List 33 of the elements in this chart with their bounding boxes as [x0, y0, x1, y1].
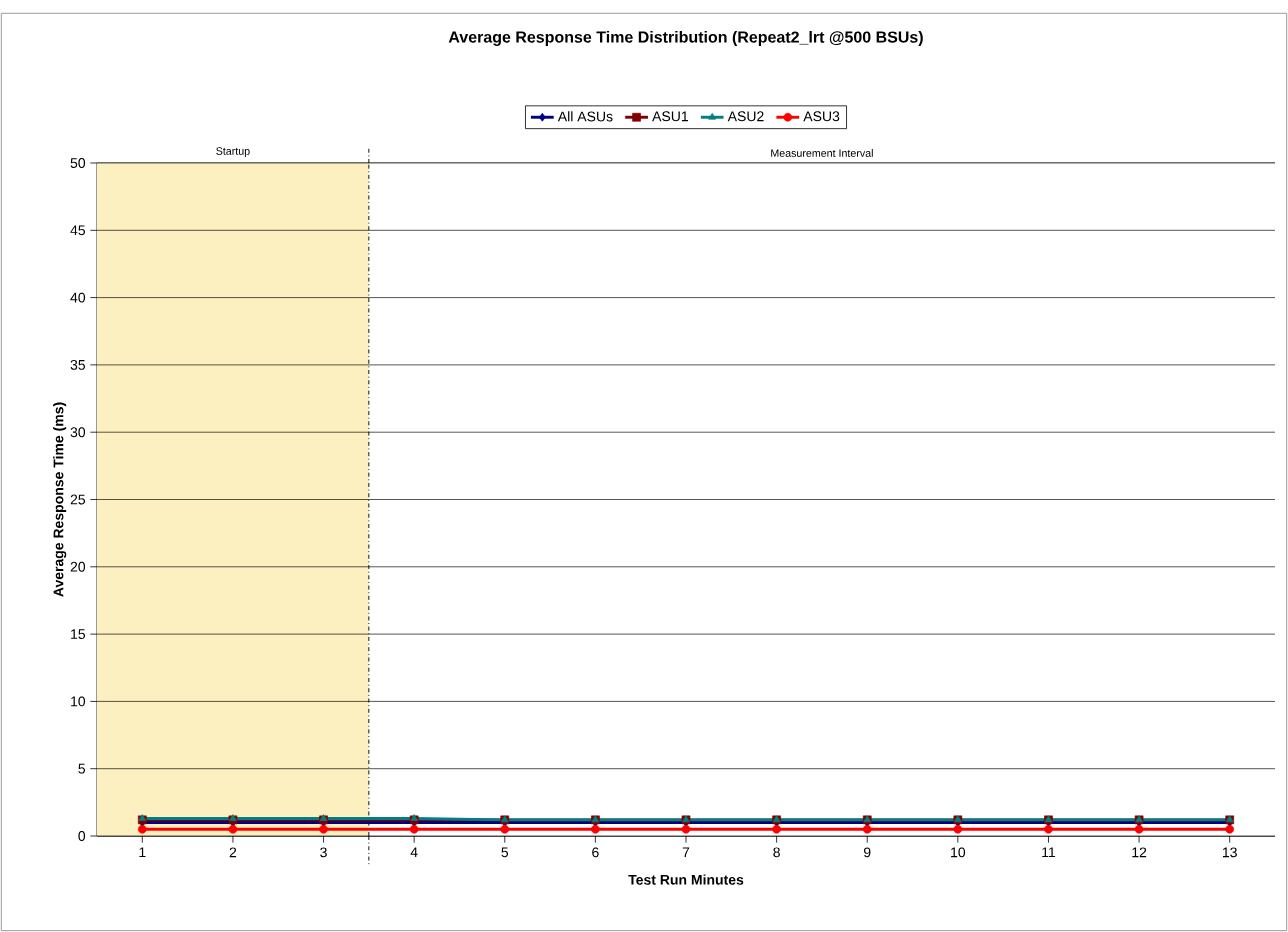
y-tick-label: 0 — [78, 831, 86, 841]
x-tick-label: 2 — [229, 847, 237, 858]
y-tick-label: 50 — [70, 158, 86, 168]
y-tick-label: 20 — [70, 561, 86, 572]
y-tick-label: 15 — [71, 629, 86, 639]
x-tick-label: 12 — [1132, 847, 1147, 858]
y-axis-title: Average Response Time (ms) — [53, 402, 67, 597]
band-label: Startup — [216, 147, 250, 157]
x-tick-label: 8 — [773, 847, 780, 858]
y-tick-label: 45 — [70, 225, 86, 236]
y-tick-label: 5 — [78, 763, 86, 774]
x-tick-label: 10 — [951, 847, 966, 858]
x-tick-label: 3 — [320, 847, 327, 858]
y-tick-label: 35 — [70, 359, 86, 370]
x-tick-label: 13 — [1222, 847, 1237, 858]
x-tick-label: 6 — [592, 847, 599, 858]
legend-label: All ASUs — [557, 111, 613, 122]
x-tick-label: 5 — [501, 847, 509, 858]
chart-title: Average Response Time Distribution (Repeat2_lrt @500 BSUs) — [448, 30, 923, 46]
legend-label: ASU3 — [803, 111, 840, 122]
x-tick-label: 9 — [864, 847, 871, 858]
legend-label: ASU1 — [652, 111, 688, 122]
x-tick-label: 1 — [139, 847, 146, 858]
y-tick-label: 25 — [70, 494, 86, 505]
y-tick-label: 40 — [70, 292, 86, 303]
band-label: Measurement Interval — [771, 149, 873, 157]
y-tick-label: 10 — [71, 696, 86, 707]
x-tick-label: 11 — [1042, 847, 1056, 858]
x-axis-title: Test Run Minutes — [628, 874, 744, 885]
x-tick-label: 7 — [682, 847, 690, 858]
legend-label: ASU2 — [727, 111, 764, 122]
y-tick-label: 30 — [70, 427, 86, 438]
x-tick-label: 4 — [410, 847, 418, 858]
